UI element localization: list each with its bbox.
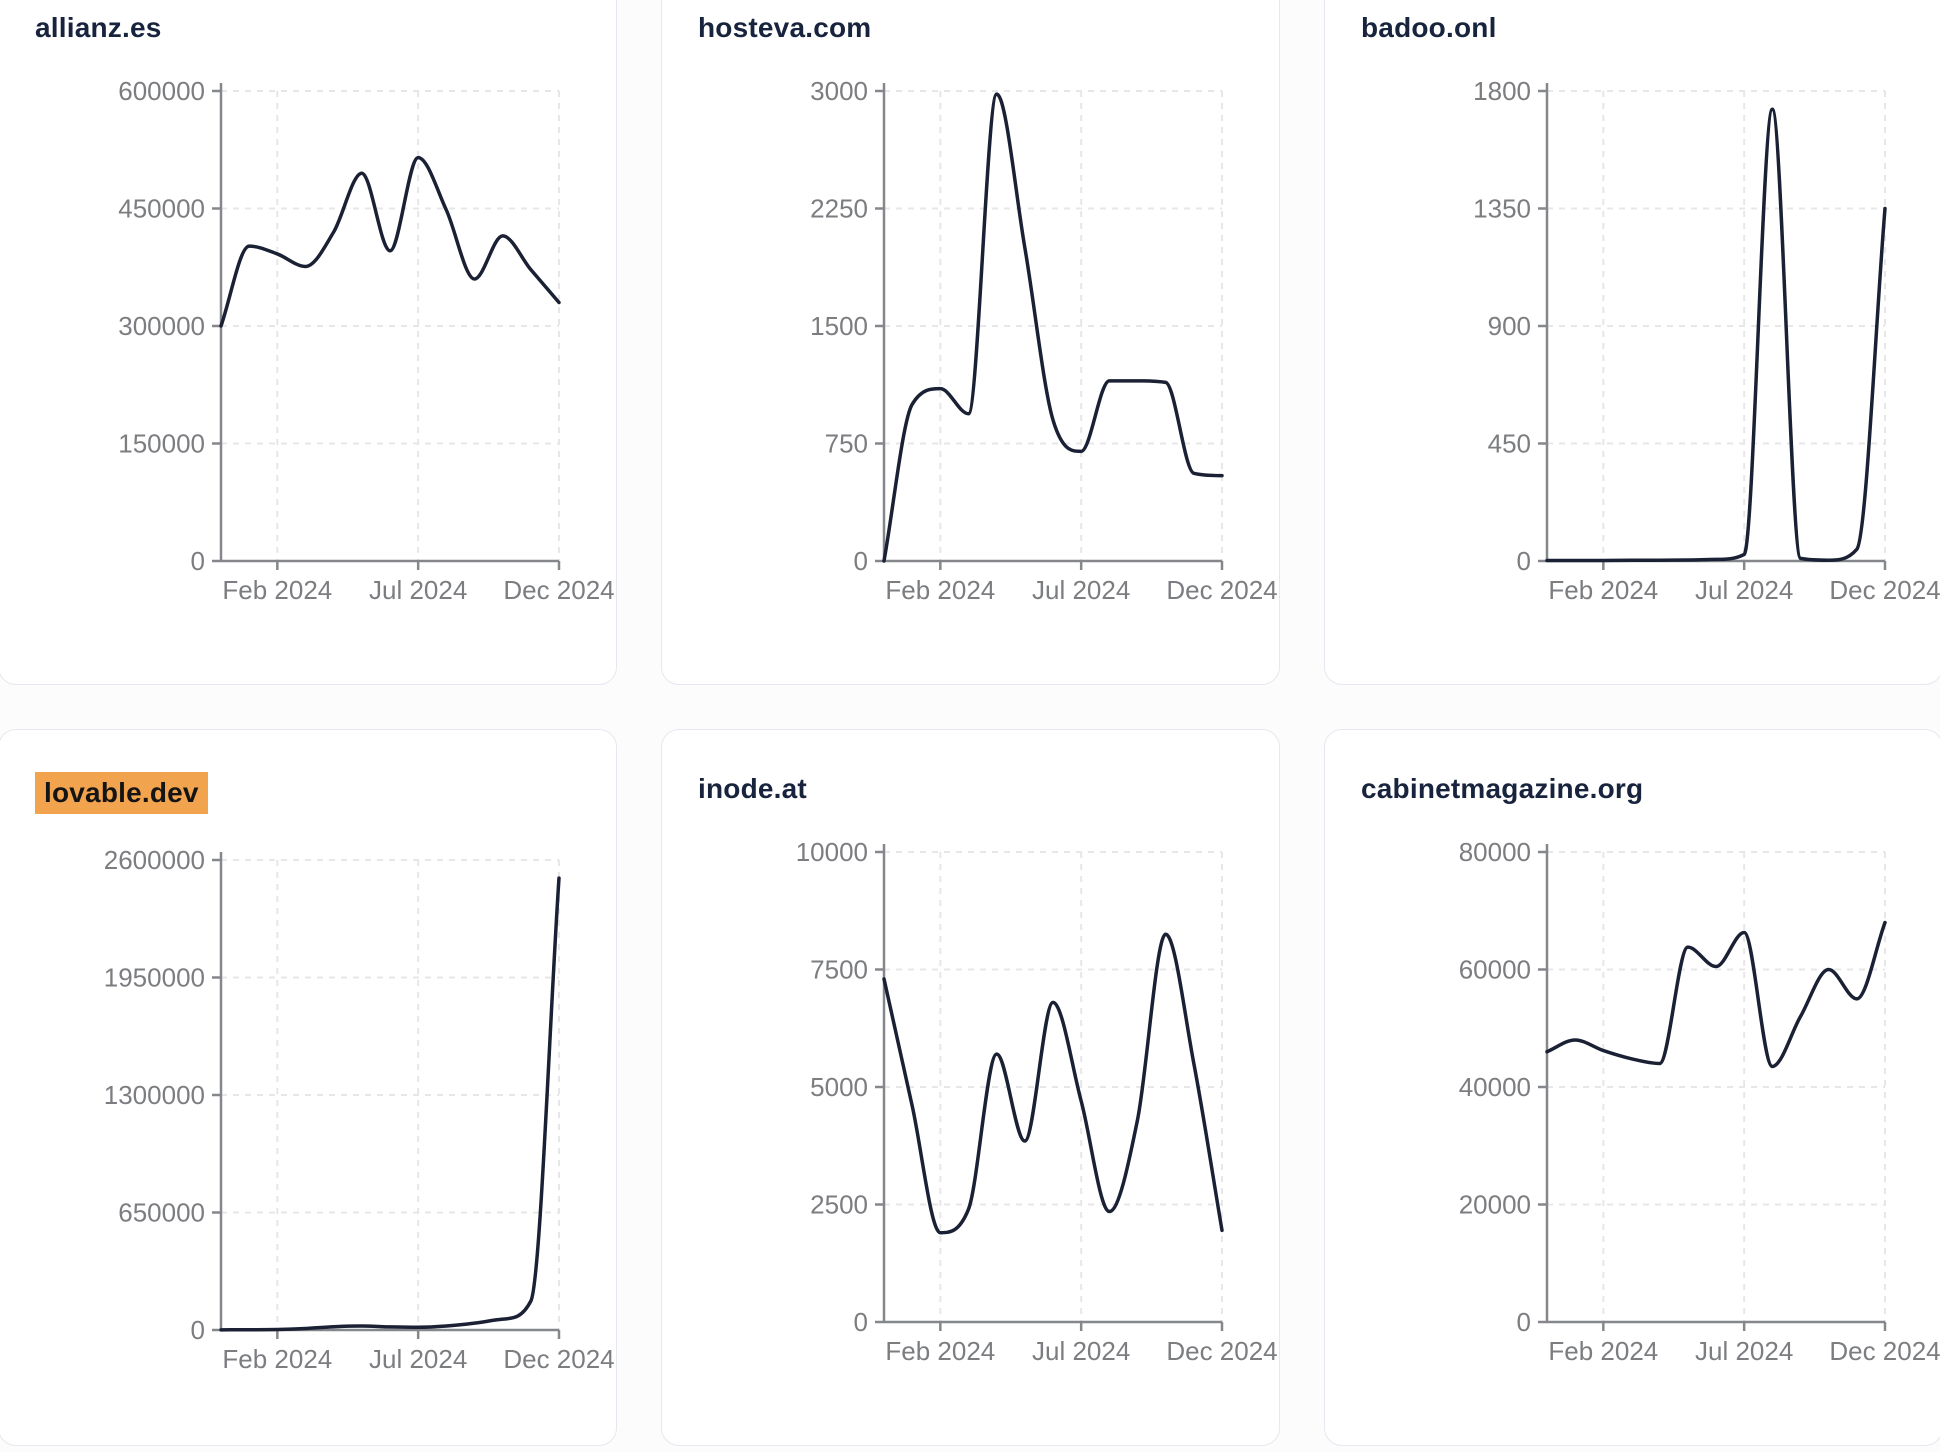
y-tick-label: 1300000 bbox=[104, 1080, 205, 1110]
x-tick-label: Feb 2024 bbox=[1548, 575, 1658, 605]
y-tick-label: 3000 bbox=[810, 81, 868, 106]
traffic-line-chart: 0 650000 1300000 1950000 2600000 Feb 2024 Jul … bbox=[104, 850, 615, 1374]
y-tick-label: 5000 bbox=[810, 1072, 868, 1102]
chart-card-lovable-dev: lovable.dev 0 650000 1300000 1950000 2600000… bbox=[0, 729, 617, 1446]
y-tick-label: 1800 bbox=[1473, 81, 1531, 106]
x-tick-label: Jul 2024 bbox=[1032, 575, 1130, 605]
x-tick-label: Jul 2024 bbox=[1695, 1336, 1793, 1366]
x-tick-label: Feb 2024 bbox=[222, 1344, 332, 1374]
chart-title: badoo.onl bbox=[1361, 11, 1940, 45]
x-tick-label: Dec 2024 bbox=[1166, 1336, 1277, 1366]
x-tick-label: Jul 2024 bbox=[1695, 575, 1793, 605]
y-tick-label: 2500 bbox=[810, 1190, 868, 1220]
y-tick-label: 0 bbox=[1517, 546, 1531, 576]
y-tick-label: 900 bbox=[1488, 311, 1531, 341]
x-tick-label: Dec 2024 bbox=[503, 575, 614, 605]
chart-card-cabinetmagazine-org: cabinetmagazine.org 0 20000 40000 60000 8000… bbox=[1324, 729, 1940, 1446]
x-tick-label: Feb 2024 bbox=[222, 575, 332, 605]
x-tick-label: Dec 2024 bbox=[1829, 1336, 1940, 1366]
traffic-line-chart: 0 150000 300000 450000 600000 Feb 2024 Jul 202… bbox=[118, 81, 614, 605]
chart-title-text: cabinetmagazine.org bbox=[1361, 773, 1644, 804]
traffic-line-chart: 0 20000 40000 60000 80000 Feb 2024 Jul 2024 Dec… bbox=[1459, 842, 1940, 1366]
y-tick-label: 0 bbox=[191, 546, 205, 576]
series-line bbox=[1545, 107, 1887, 563]
y-tick-label: 1950000 bbox=[104, 963, 205, 993]
chart-title-text: inode.at bbox=[698, 773, 807, 804]
y-tick-label: 1350 bbox=[1473, 194, 1531, 224]
series-line bbox=[1545, 920, 1887, 1069]
x-tick-label: Jul 2024 bbox=[369, 1344, 467, 1374]
chart-card-inode-at: inode.at 0 2500 5000 7500 10000 Feb 2024 Jul 2… bbox=[661, 729, 1280, 1446]
x-tick-label: Dec 2024 bbox=[1166, 575, 1277, 605]
x-tick-label: Jul 2024 bbox=[369, 575, 467, 605]
y-tick-label: 0 bbox=[1517, 1307, 1531, 1337]
y-tick-label: 7500 bbox=[810, 955, 868, 985]
chart-title: hosteva.com bbox=[698, 11, 1279, 45]
y-tick-label: 600000 bbox=[118, 81, 205, 106]
y-tick-label: 80000 bbox=[1459, 842, 1531, 867]
x-tick-label: Dec 2024 bbox=[1829, 575, 1940, 605]
y-tick-label: 40000 bbox=[1459, 1072, 1531, 1102]
y-tick-label: 2250 bbox=[810, 194, 868, 224]
chart-title: allianz.es bbox=[35, 11, 616, 45]
y-tick-label: 0 bbox=[191, 1315, 205, 1345]
chart-card-badoo-onl: badoo.onl 0 450 900 1350 1800 Feb 2024 Jul 202… bbox=[1324, 0, 1940, 685]
chart-title-text: lovable.dev bbox=[35, 772, 208, 814]
traffic-line-chart: 0 450 900 1350 1800 Feb 2024 Jul 2024 Dec 2024 bbox=[1473, 81, 1940, 605]
x-tick-label: Dec 2024 bbox=[503, 1344, 614, 1374]
series-line bbox=[219, 876, 561, 1332]
chart-title-text: badoo.onl bbox=[1361, 12, 1497, 43]
chart-card-allianz-es: allianz.es 0 150000 300000 450000 600000 Feb … bbox=[0, 0, 617, 685]
y-tick-label: 650000 bbox=[118, 1198, 205, 1228]
y-tick-label: 300000 bbox=[118, 311, 205, 341]
y-tick-label: 150000 bbox=[118, 429, 205, 459]
chart-title-text: hosteva.com bbox=[698, 12, 872, 43]
traffic-line-chart: 0 2500 5000 7500 10000 Feb 2024 Jul 2024 Dec 20… bbox=[796, 842, 1278, 1366]
series-line bbox=[882, 92, 1224, 563]
chart-title: cabinetmagazine.org bbox=[1361, 772, 1940, 806]
y-tick-label: 0 bbox=[854, 546, 868, 576]
series-line bbox=[882, 932, 1224, 1235]
chart-card-hosteva-com: hosteva.com 0 750 1500 2250 3000 Feb 2024 Jul … bbox=[661, 0, 1280, 685]
y-tick-label: 750 bbox=[825, 429, 868, 459]
y-tick-label: 450 bbox=[1488, 429, 1531, 459]
x-tick-label: Jul 2024 bbox=[1032, 1336, 1130, 1366]
y-tick-label: 60000 bbox=[1459, 955, 1531, 985]
chart-title-text: allianz.es bbox=[35, 12, 162, 43]
series-line bbox=[219, 155, 561, 328]
y-tick-label: 20000 bbox=[1459, 1190, 1531, 1220]
y-tick-label: 1500 bbox=[810, 311, 868, 341]
x-tick-label: Feb 2024 bbox=[1548, 1336, 1658, 1366]
y-tick-label: 2600000 bbox=[104, 850, 205, 875]
y-tick-label: 10000 bbox=[796, 842, 868, 867]
x-tick-label: Feb 2024 bbox=[885, 575, 995, 605]
chart-title: lovable.dev bbox=[35, 772, 616, 814]
chart-title: inode.at bbox=[698, 772, 1279, 806]
x-tick-label: Feb 2024 bbox=[885, 1336, 995, 1366]
y-tick-label: 0 bbox=[854, 1307, 868, 1337]
y-tick-label: 450000 bbox=[118, 194, 205, 224]
traffic-line-chart: 0 750 1500 2250 3000 Feb 2024 Jul 2024 Dec 2024 bbox=[810, 81, 1278, 605]
